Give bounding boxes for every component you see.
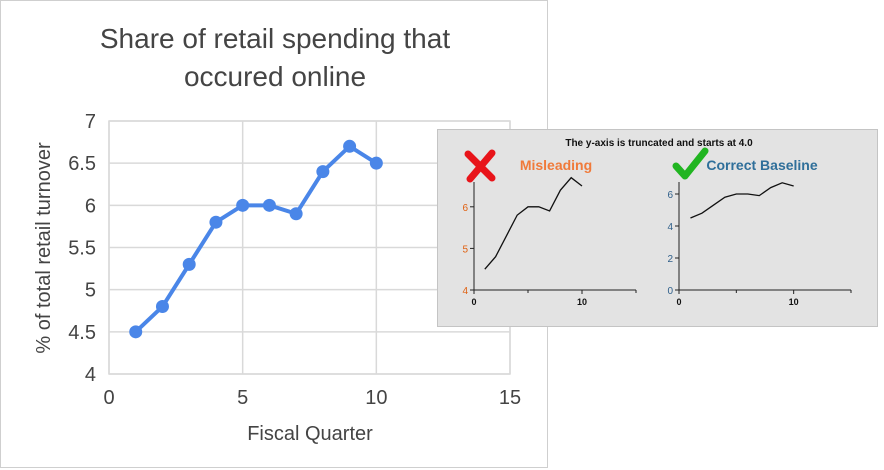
- y-tick-label: 4.5: [68, 322, 96, 344]
- chart-title-line: occured online: [184, 61, 366, 92]
- data-point: [236, 198, 250, 212]
- data-point: [129, 325, 143, 339]
- panel-x-tick-label: 0: [676, 297, 681, 307]
- panel-y-tick-label: 4: [667, 222, 673, 233]
- inset-comparison-panel: The y-axis is truncated and starts at 4.…: [437, 129, 878, 327]
- main-line-chart: Share of retail spending that occured onl…: [33, 23, 521, 445]
- y-tick-label: 4: [85, 364, 96, 386]
- x-tick-label: 5: [237, 387, 248, 409]
- panel-y-tick-label: 4: [462, 286, 468, 297]
- y-tick-label: 6: [85, 195, 96, 217]
- check-stroke: [672, 147, 709, 180]
- series-line: [134, 144, 378, 334]
- y-axis-label: % of total retail turnover: [33, 142, 55, 354]
- panel-series-line: [690, 182, 794, 219]
- data-point: [182, 257, 196, 271]
- data-point: [316, 165, 330, 179]
- panel-label: Misleading: [520, 157, 592, 173]
- data-point: [343, 139, 357, 153]
- panel-label: Correct Baseline: [706, 157, 817, 173]
- inset-title: The y-axis is truncated and starts at 4.…: [565, 138, 753, 149]
- y-tick-label: 7: [85, 111, 96, 133]
- panel-y-tick-label: 6: [667, 190, 673, 201]
- chart-title-line: Share of retail spending that: [100, 23, 450, 54]
- data-point: [209, 215, 223, 229]
- panel-x-tick-label: 0: [471, 297, 476, 307]
- check-mark-icon: [672, 147, 709, 180]
- x-axis-label: Fiscal Quarter: [247, 423, 373, 445]
- y-tick-label: 6.5: [68, 153, 96, 175]
- panel-y-tick-label: 6: [462, 203, 468, 214]
- x-tick-label: 15: [499, 387, 521, 409]
- cross-mark-icon: [464, 149, 496, 183]
- data-point: [262, 198, 276, 212]
- data-point: [369, 156, 383, 170]
- data-point: [155, 300, 169, 314]
- cross-stroke: [466, 149, 496, 183]
- panel-y-tick-label: 2: [667, 254, 673, 265]
- panel-series-line: [484, 176, 583, 270]
- panel-y-tick-label: 5: [462, 244, 468, 255]
- panel-x-tick-label: 10: [577, 297, 587, 307]
- x-tick-label: 0: [103, 387, 114, 409]
- data-point: [289, 207, 303, 221]
- inset-comparison-chart: The y-axis is truncated and starts at 4.…: [462, 138, 852, 307]
- y-tick-label: 5: [85, 280, 96, 302]
- x-tick-label: 10: [365, 387, 387, 409]
- y-tick-label: 5.5: [68, 238, 96, 260]
- panel-x-tick-label: 10: [789, 297, 799, 307]
- panel-y-tick-label: 0: [667, 286, 673, 297]
